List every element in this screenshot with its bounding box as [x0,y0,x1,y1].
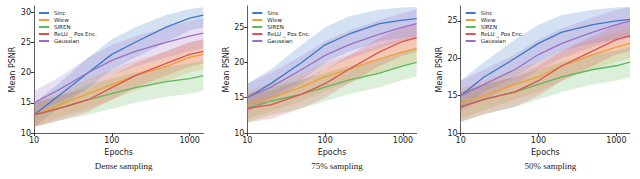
svg-text:25: 25 [21,38,31,47]
svg-text:Mean PSNR: Mean PSNR [8,46,17,92]
svg-text:1000: 1000 [393,136,413,145]
svg-text:30: 30 [21,8,31,17]
svg-text:Wiew: Wiew [481,17,496,23]
svg-text:Epochs: Epochs [531,148,560,157]
svg-text:100: 100 [318,136,333,145]
svg-text:10: 10 [456,136,466,145]
svg-text:50% sampling: 50% sampling [524,161,576,171]
svg-text:10: 10 [29,136,39,145]
svg-text:100: 100 [531,136,546,145]
svg-text:1000: 1000 [606,136,626,145]
svg-text:10: 10 [234,128,245,138]
svg-text:Mean PSNR: Mean PSNR [435,46,444,92]
svg-text:25: 25 [447,16,457,25]
svg-text:20: 20 [21,68,31,77]
svg-text:Sinc: Sinc [54,10,66,16]
svg-text:ReLU _ Pos Enc.: ReLU _ Pos Enc. [267,31,310,38]
svg-text:1000: 1000 [179,136,199,145]
svg-text:10: 10 [447,128,458,138]
svg-text:Mean PSNR: Mean PSNR [222,46,231,92]
svg-text:Sinc: Sinc [481,10,493,16]
svg-text:10: 10 [242,136,252,145]
svg-text:25: 25 [234,23,244,32]
svg-text:Gaussian: Gaussian [54,38,80,44]
svg-text:Epochs: Epochs [318,148,347,157]
svg-text:Dense sampling: Dense sampling [95,161,153,171]
svg-text:Sinc: Sinc [267,10,279,16]
svg-text:SIREN: SIREN [481,24,498,30]
svg-text:10: 10 [20,128,31,138]
svg-text:Wiew: Wiew [267,17,282,23]
svg-text:15: 15 [447,91,457,100]
svg-text:15: 15 [21,98,31,107]
svg-text:20: 20 [447,54,457,63]
svg-text:Gaussian: Gaussian [481,38,507,44]
svg-text:15: 15 [234,93,244,102]
svg-text:Gaussian: Gaussian [267,38,293,44]
svg-text:SIREN: SIREN [54,24,71,30]
svg-text:ReLU _ Pos Enc.: ReLU _ Pos Enc. [481,31,524,38]
svg-text:75% sampling: 75% sampling [311,161,363,171]
svg-text:SIREN: SIREN [267,24,284,30]
svg-text:20: 20 [234,58,244,67]
svg-text:Epochs: Epochs [104,148,133,157]
svg-text:100: 100 [104,136,119,145]
svg-text:Wiew: Wiew [54,17,69,23]
svg-text:ReLU _ Pos Enc.: ReLU _ Pos Enc. [54,31,97,38]
